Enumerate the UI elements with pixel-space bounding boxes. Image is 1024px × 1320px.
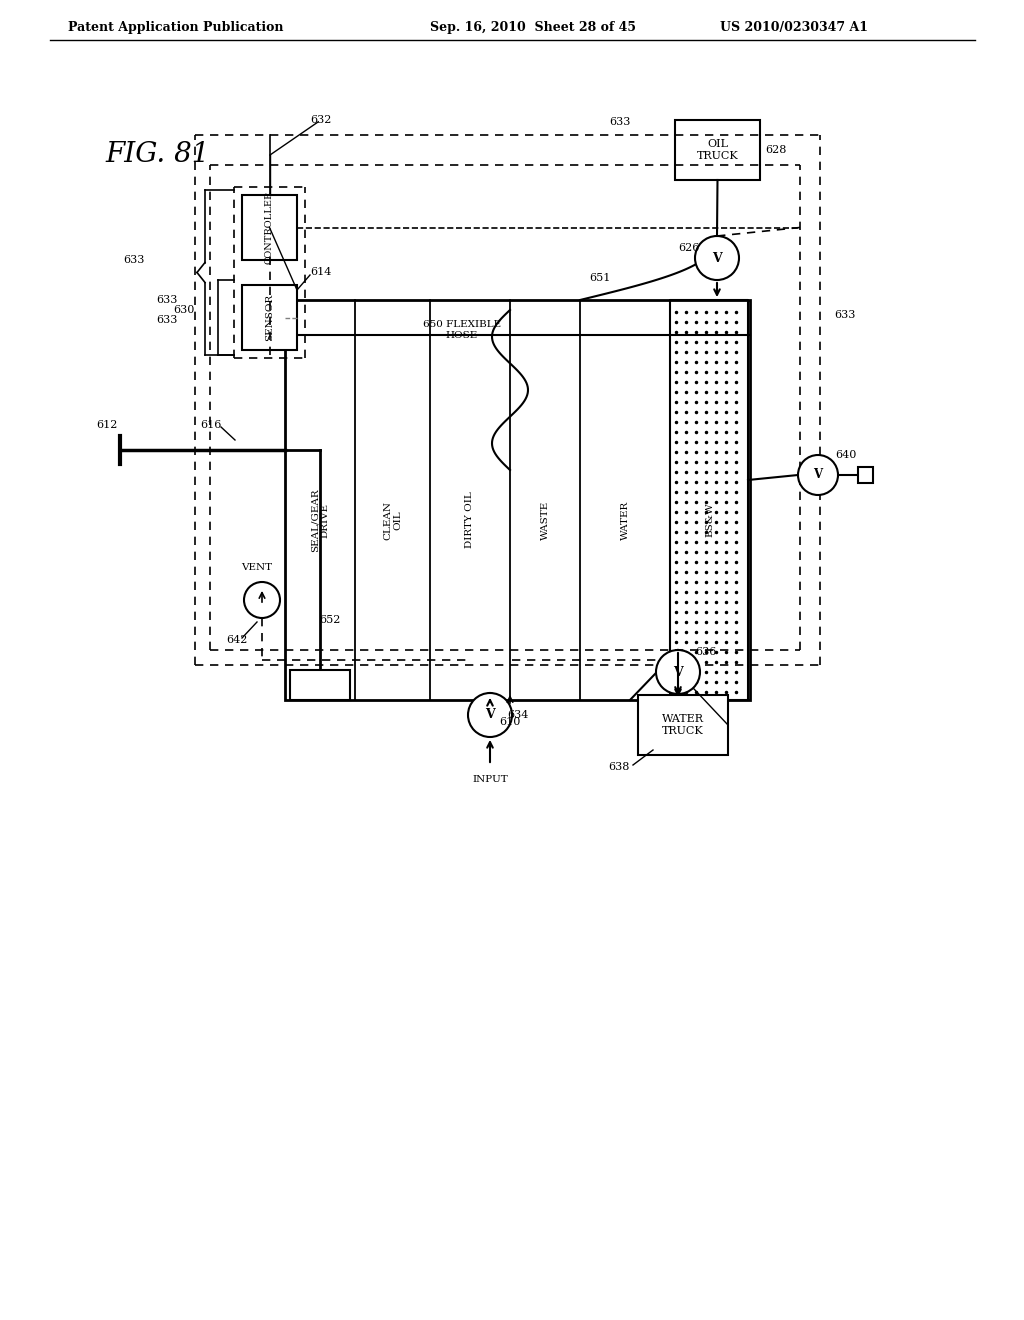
Bar — [290, 671, 350, 700]
Text: WATER
TRUCK: WATER TRUCK — [662, 714, 705, 735]
Text: FIG. 81: FIG. 81 — [105, 141, 209, 169]
Text: WATER: WATER — [621, 500, 630, 540]
Text: 632: 632 — [310, 115, 332, 125]
Circle shape — [656, 649, 700, 694]
Text: CONTROLLER: CONTROLLER — [265, 191, 274, 264]
Text: 633: 633 — [609, 117, 631, 127]
Circle shape — [798, 455, 838, 495]
Circle shape — [468, 693, 512, 737]
Text: VENT: VENT — [242, 564, 272, 573]
Text: V: V — [485, 709, 495, 722]
Text: DIRTY OIL: DIRTY OIL — [466, 491, 474, 548]
Text: 650 FLEXIBLE
HOSE: 650 FLEXIBLE HOSE — [423, 321, 501, 339]
Text: 626: 626 — [678, 243, 699, 253]
Text: BS&W: BS&W — [706, 503, 715, 537]
Text: 630: 630 — [174, 305, 195, 315]
Text: OIL
TRUCK: OIL TRUCK — [696, 139, 738, 161]
Circle shape — [695, 236, 739, 280]
Text: 640: 640 — [836, 450, 857, 459]
Text: WASTE: WASTE — [541, 500, 550, 540]
Text: 628: 628 — [765, 145, 786, 154]
Circle shape — [244, 582, 280, 618]
Text: CLEAN
OIL: CLEAN OIL — [383, 500, 402, 540]
Bar — [242, 195, 297, 260]
Text: Patent Application Publication: Patent Application Publication — [68, 21, 284, 33]
Bar — [285, 300, 750, 700]
Text: 638: 638 — [608, 762, 630, 772]
Text: V: V — [673, 665, 683, 678]
Text: 614: 614 — [310, 267, 332, 277]
Bar — [675, 120, 760, 180]
Text: 642: 642 — [226, 635, 248, 645]
Text: SEAL/GEAR
DRIVE: SEAL/GEAR DRIVE — [310, 488, 330, 552]
Text: V: V — [813, 469, 822, 482]
Text: INPUT: INPUT — [472, 776, 508, 784]
Text: 633: 633 — [835, 310, 856, 319]
Bar — [858, 467, 873, 483]
Bar — [242, 285, 297, 350]
Text: 634: 634 — [507, 710, 528, 719]
Bar — [638, 696, 728, 755]
Text: 633: 633 — [124, 255, 145, 265]
Text: Sep. 16, 2010  Sheet 28 of 45: Sep. 16, 2010 Sheet 28 of 45 — [430, 21, 636, 33]
Text: 651: 651 — [590, 273, 610, 282]
Text: 633: 633 — [157, 315, 178, 325]
Text: 610: 610 — [500, 717, 520, 727]
Text: SENSOR: SENSOR — [265, 294, 274, 341]
Text: 612: 612 — [96, 420, 118, 430]
Polygon shape — [670, 300, 748, 700]
Text: 633: 633 — [157, 294, 178, 305]
Text: US 2010/0230347 A1: US 2010/0230347 A1 — [720, 21, 868, 33]
Text: 616: 616 — [201, 420, 222, 430]
Text: 636: 636 — [695, 647, 717, 657]
Text: V: V — [712, 252, 722, 264]
Text: 652: 652 — [319, 615, 341, 624]
